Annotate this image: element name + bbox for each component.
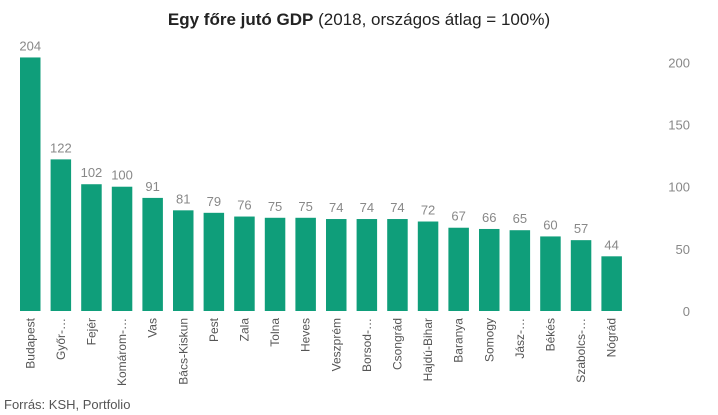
bar: [264, 217, 286, 311]
category-label: Baranya: [452, 318, 466, 363]
y-tick-label: 150: [668, 118, 690, 133]
category-label: Vas: [146, 318, 160, 338]
y-tick-label: 50: [676, 242, 690, 257]
bar: [326, 219, 347, 311]
value-label: 79: [207, 194, 221, 209]
value-label: 76: [237, 198, 251, 213]
value-label: 57: [574, 221, 588, 236]
bar: [387, 219, 408, 311]
bar: [203, 212, 225, 311]
bar: [479, 228, 500, 311]
category-label: Somogy: [482, 318, 496, 362]
value-label: 204: [19, 38, 41, 53]
category-label: Budapest: [23, 317, 37, 368]
bar: [295, 217, 316, 311]
category-label: Tolna: [268, 318, 282, 347]
bar: [356, 219, 378, 311]
bar: [570, 240, 592, 311]
chart-title-main: Egy főre jutó GDP: [167, 10, 314, 29]
value-label: 75: [298, 199, 312, 214]
y-tick-label: 100: [668, 180, 690, 195]
category-label: Nógrád: [605, 318, 619, 357]
value-label: 122: [50, 140, 72, 155]
bar: [448, 227, 469, 311]
bar: [234, 216, 255, 311]
category-label: Szabolcs-…: [574, 318, 588, 383]
value-label: 74: [360, 200, 374, 215]
category-label: Csongrád: [390, 318, 404, 370]
chart-subtitle: (2018, országos átlag = 100%): [318, 10, 551, 29]
bar: [111, 186, 133, 311]
category-label: Békés: [543, 318, 557, 351]
value-label: 67: [451, 209, 465, 224]
category-label: Jász-…: [513, 318, 527, 359]
category-label: Hajdú-Bihar: [421, 318, 435, 381]
value-label: 91: [145, 179, 159, 194]
category-label: Bács-Kiskun: [176, 318, 190, 385]
source-note: Forrás: KSH, Portfolio: [4, 397, 131, 412]
value-label: 81: [176, 191, 190, 206]
category-label: Zala: [237, 318, 251, 342]
value-label: 102: [81, 165, 103, 180]
value-label: 66: [482, 210, 496, 225]
bar: [173, 210, 194, 311]
category-label: Veszprém: [329, 318, 343, 371]
y-tick-label: 0: [683, 304, 690, 319]
bar: [50, 159, 72, 311]
bar: [81, 184, 102, 311]
value-label: 74: [329, 200, 343, 215]
chart-title: Egy főre jutó GDP (2018, országos átlag …: [0, 10, 718, 30]
bar: [540, 236, 561, 311]
bar: [509, 230, 531, 311]
y-tick-label: 200: [668, 55, 690, 70]
bar: [601, 256, 622, 311]
value-label: 44: [604, 237, 618, 252]
value-label: 72: [421, 203, 435, 218]
value-label: 100: [111, 168, 133, 183]
category-label: Fejér: [84, 318, 98, 345]
category-label: Komárom-…: [115, 318, 129, 386]
bar: [417, 221, 439, 311]
value-label: 60: [543, 217, 557, 232]
category-label: Heves: [299, 318, 313, 352]
bar: [20, 57, 41, 312]
category-label: Pest: [207, 317, 221, 342]
value-label: 65: [513, 211, 527, 226]
value-label: 75: [268, 199, 282, 214]
category-label: Borsod-…: [360, 318, 374, 372]
category-label: Győr-…: [54, 318, 68, 360]
bar: [142, 197, 163, 311]
value-label: 74: [390, 200, 404, 215]
